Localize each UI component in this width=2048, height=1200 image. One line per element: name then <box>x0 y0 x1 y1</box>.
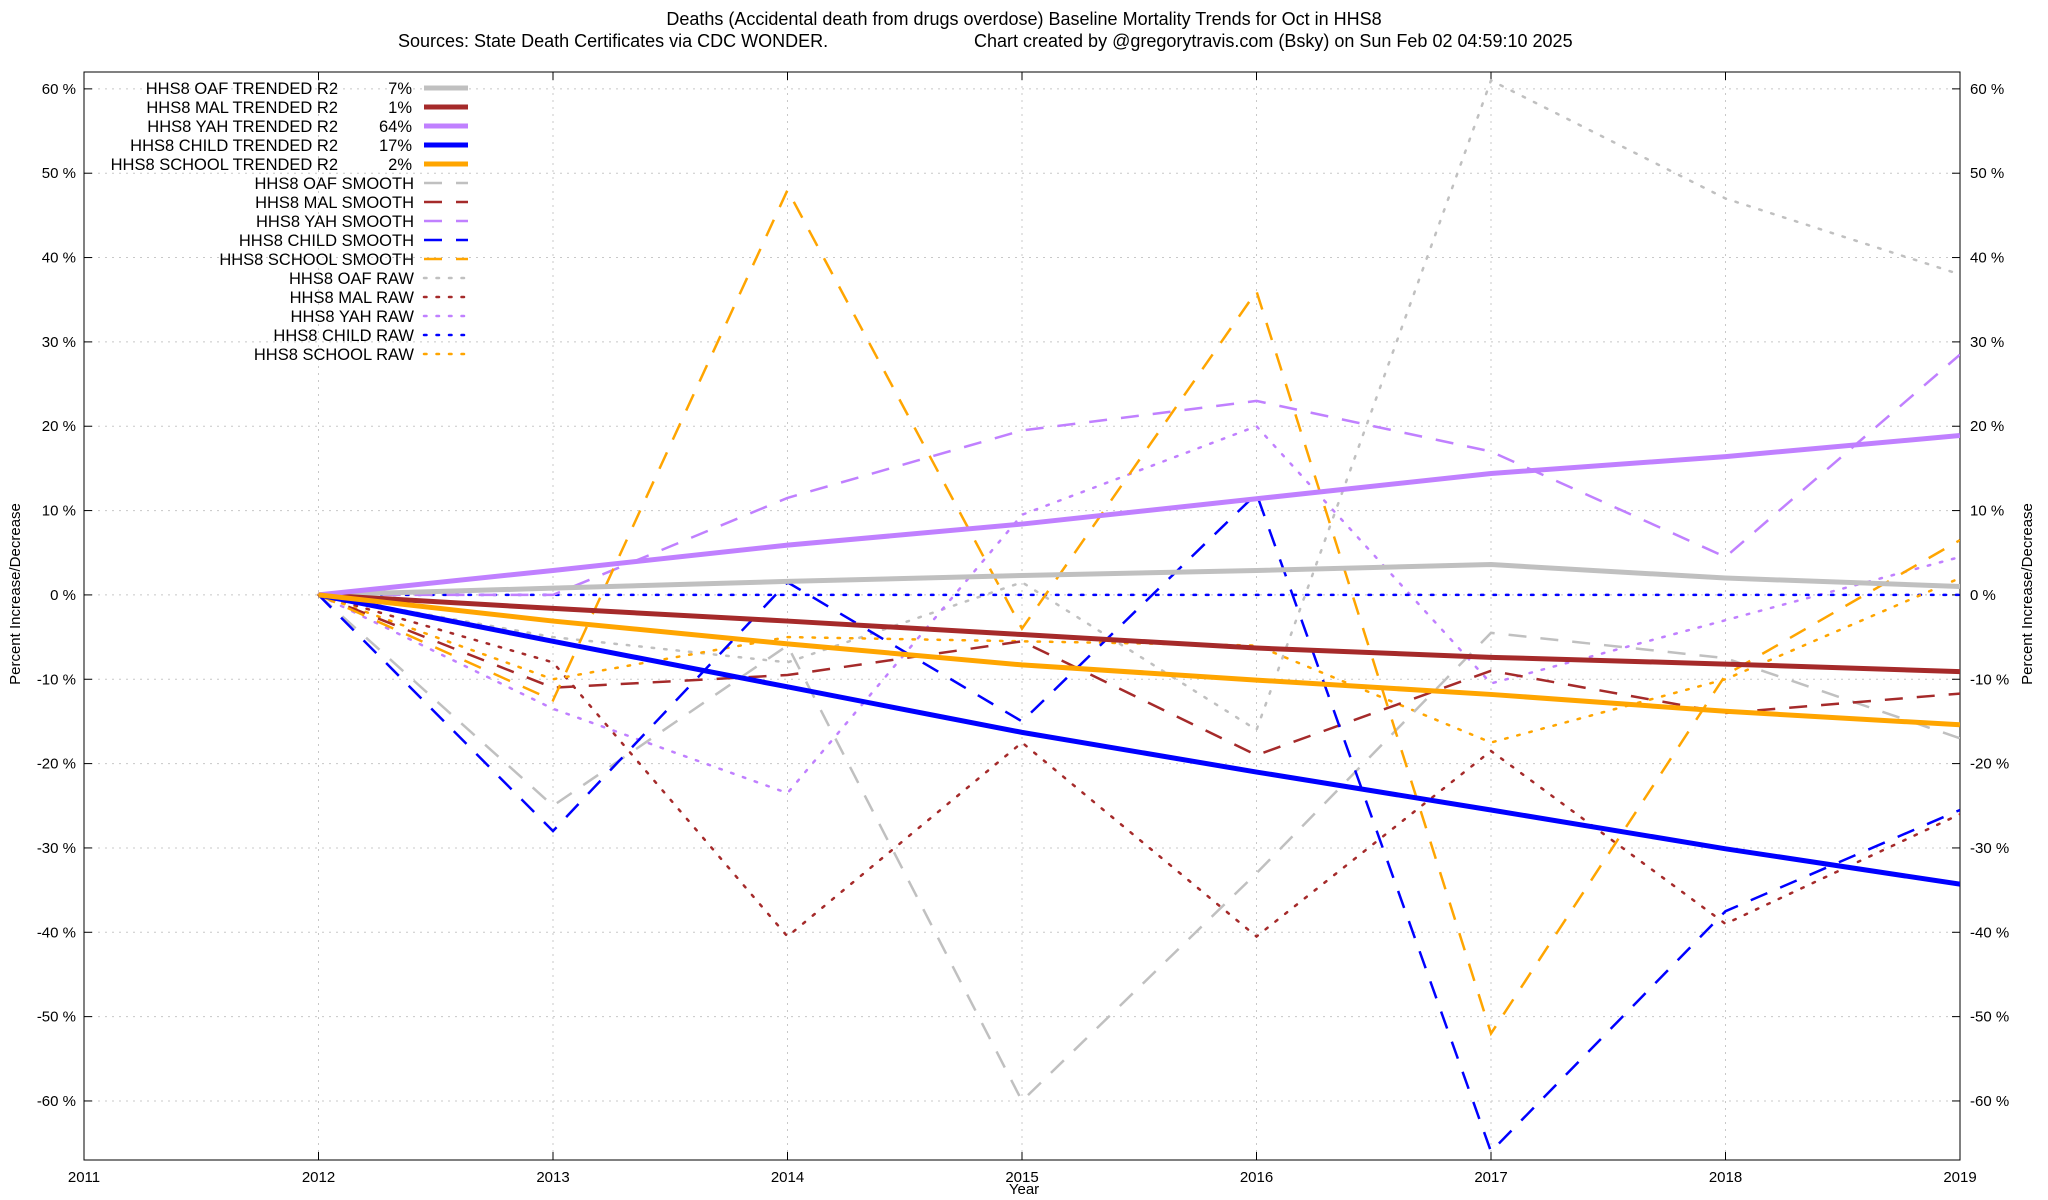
y-tick-label-right: -20 % <box>1970 756 2009 773</box>
legend-label: HHS8 YAH RAW <box>291 308 415 326</box>
legend-r2-value: 7% <box>388 80 412 98</box>
legend-r2-value: 17% <box>379 137 412 155</box>
legend-r2-value: 64% <box>379 118 412 136</box>
y-tick-label-right: -30 % <box>1970 840 2009 857</box>
legend-label: HHS8 CHILD SMOOTH <box>239 232 414 250</box>
y-tick-label-left: 60 % <box>42 81 76 98</box>
x-tick-label: 2011 <box>68 1169 100 1186</box>
y-tick-label-right: 50 % <box>1970 165 2004 182</box>
series-lines <box>317 78 1960 1154</box>
chart-subtitle-source: Sources: State Death Certificates via CD… <box>398 31 828 51</box>
chart-subtitle-credit: Chart created by @gregorytravis.com (Bsk… <box>974 31 1573 51</box>
y-tick-label-left: 30 % <box>42 334 76 351</box>
legend-label: HHS8 MAL SMOOTH <box>255 194 414 212</box>
x-tick-label: 2014 <box>771 1169 804 1186</box>
legend-label: HHS8 SCHOOL SMOOTH <box>219 251 414 269</box>
x-tick-label: 2017 <box>1474 1169 1507 1186</box>
axes: 2011 2012 2013 2014 2015 2016 2017 2018 2019 60 %… <box>37 71 2009 1186</box>
series-line-hhs8-school-trended-r2 <box>318 592 1960 728</box>
series-line-hhs8-oaf-smooth <box>317 593 1960 1104</box>
x-tick-label: 2018 <box>1709 1169 1742 1186</box>
series-line-hhs8-mal-raw <box>317 593 1960 939</box>
y-tick-label-left: 40 % <box>42 250 76 267</box>
legend-label: HHS8 OAF SMOOTH <box>254 175 414 193</box>
y-axis-label-right: Percent Increase/Decrease <box>2019 503 2036 685</box>
legend-label: HHS8 SCHOOL RAW <box>254 346 415 364</box>
y-tick-label-right: 30 % <box>1970 334 2004 351</box>
x-tick-label: 2016 <box>1240 1169 1273 1186</box>
chart-title: Deaths (Accidental death from drugs over… <box>666 9 1381 29</box>
legend-label: HHS8 SCHOOL TRENDED R2 <box>111 156 338 174</box>
legend-label: HHS8 OAF TRENDED R2 <box>146 80 338 98</box>
x-tick-label: 2015 <box>1005 1169 1038 1186</box>
y-tick-label-right: -40 % <box>1970 924 2009 941</box>
y-tick-label-right: 40 % <box>1970 250 2004 267</box>
y-tick-label-left: 50 % <box>42 165 76 182</box>
x-tick-label: 2012 <box>302 1169 335 1186</box>
legend-label: HHS8 CHILD TRENDED R2 <box>130 137 338 155</box>
series-line-hhs8-child-smooth <box>317 491 1960 1154</box>
series-line-hhs8-mal-trended-r2 <box>318 592 1960 675</box>
y-tick-label-left: 10 % <box>42 503 76 520</box>
series-line-hhs8-mal-smooth <box>318 593 1960 757</box>
y-tick-label-right: -10 % <box>1970 671 2009 688</box>
y-tick-label-right: -60 % <box>1970 1093 2009 1110</box>
series-line-hhs8-school-smooth <box>317 187 1960 1037</box>
x-axis-label: Year <box>1009 1181 1039 1198</box>
legend-label: HHS8 MAL RAW <box>290 289 415 307</box>
series-line-hhs8-school-raw <box>317 576 1960 744</box>
y-tick-label-left: -50 % <box>37 1009 76 1026</box>
y-tick-label-left: 20 % <box>42 418 76 435</box>
y-tick-label-left: -30 % <box>37 840 76 857</box>
series-line-hhs8-child-trended-r2 <box>318 592 1960 887</box>
series-line-hhs8-yah-trended-r2 <box>318 433 1960 598</box>
y-tick-label-right: -50 % <box>1970 1009 2009 1026</box>
legend-label: HHS8 YAH TRENDED R2 <box>147 118 338 136</box>
legend-label: HHS8 MAL TRENDED R2 <box>146 99 338 117</box>
y-tick-label-left: -60 % <box>37 1093 76 1110</box>
legend-label: HHS8 OAF RAW <box>289 270 414 288</box>
y-axis-label-left: Percent Increase/Decrease <box>7 503 24 685</box>
legend-r2-value: 1% <box>388 99 412 117</box>
y-tick-label-left: 0 % <box>50 587 76 604</box>
series-line-hhs8-yah-smooth <box>318 353 1960 597</box>
legend: HHS8 OAF TRENDED R2 7% HHS8 MAL TRENDED R2… <box>111 80 470 364</box>
y-tick-label-left: -10 % <box>37 671 76 688</box>
series-line-hhs8-yah-raw <box>317 424 1960 795</box>
x-tick-label: 2013 <box>536 1169 569 1186</box>
y-tick-label-left: -20 % <box>37 756 76 773</box>
legend-label: HHS8 CHILD RAW <box>273 327 414 345</box>
x-tick-label: 2019 <box>1943 1169 1976 1186</box>
series-line-hhs8-oaf-trended-r2 <box>318 562 1960 598</box>
y-tick-label-right: 20 % <box>1970 418 2004 435</box>
y-tick-label-right: 0 % <box>1970 587 1996 604</box>
y-tick-label-right: 10 % <box>1970 503 2004 520</box>
y-tick-label-left: -40 % <box>37 924 76 941</box>
legend-label: HHS8 YAH SMOOTH <box>256 213 414 231</box>
legend-r2-value: 2% <box>388 156 412 174</box>
series-line-hhs8-oaf-raw <box>317 78 1960 732</box>
y-tick-label-right: 60 % <box>1970 81 2004 98</box>
